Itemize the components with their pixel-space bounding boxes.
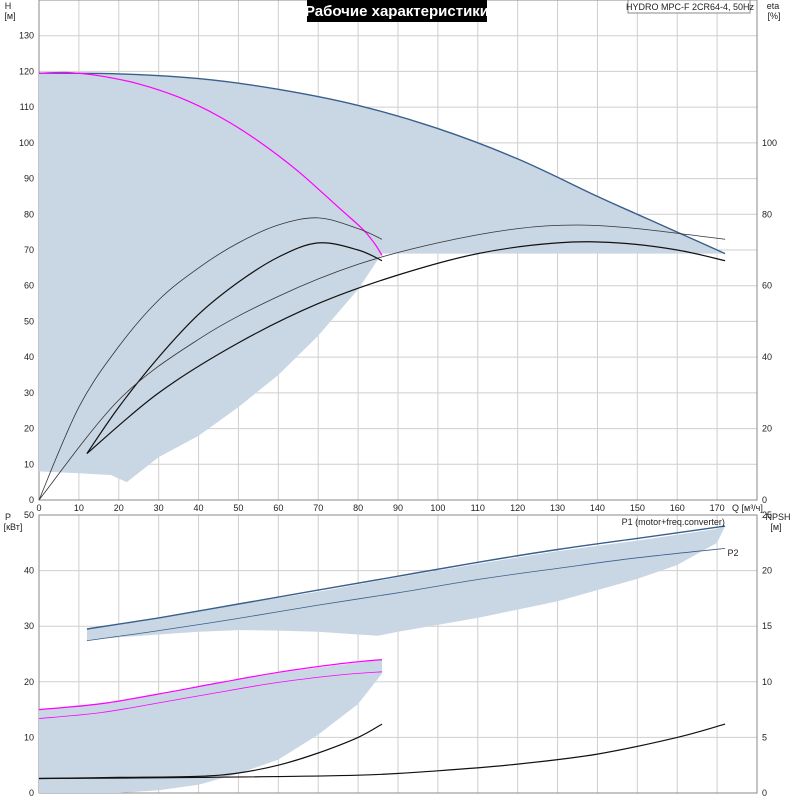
chart-title: Рабочие характеристики [305,3,489,20]
y-tick-head: 90 [24,174,34,184]
y-axis-label-npsh: NPSH [765,512,790,522]
y-tick-head: 30 [24,388,34,398]
series-npsh-1 [38,723,383,780]
y-tick-npsh: 20 [762,566,772,576]
y-tick-head: 60 [24,281,34,291]
y-tick-npsh: 10 [762,677,772,687]
model-label: HYDRO MPC-F 2CR64-4, 50Hz [626,2,755,12]
y-tick-power: 40 [24,566,34,576]
x-tick-q: 60 [273,503,283,513]
chart-title-box [307,0,487,22]
x-tick-q: 20 [114,503,124,513]
y-tick-npsh: 15 [762,621,772,631]
series-eta2-inner [86,241,726,455]
x-tick-q: 150 [630,503,645,513]
series-h-max [38,72,726,255]
x-tick-q: 130 [550,503,565,513]
x-tick-q: 160 [670,503,685,513]
x-tick-q: 170 [710,503,725,513]
y-axis-label-power: P [5,512,11,522]
y-tick-head: 40 [24,352,34,362]
series-p1-min-speed [38,659,383,711]
chart-content: 0102030405060708090100110120130020406080… [4,0,791,798]
power-envelope-area-1 [39,659,382,793]
y-axis-unit-npsh: [м] [770,522,781,532]
y-tick-head: 50 [24,316,34,326]
y-tick-head: 20 [24,424,34,434]
y-tick-head: 100 [19,138,34,148]
y-tick-head: 120 [19,66,34,76]
power-panel-frame [38,514,758,794]
y-tick-power: 30 [24,621,34,631]
series-h-min-speed [38,71,383,256]
y-tick-eta: 100 [762,138,777,148]
y-axis-unit-eta: [%] [767,11,780,21]
y-tick-head: 70 [24,245,34,255]
y-tick-head: 0 [29,495,34,505]
power-envelope-area-2 [86,526,726,641]
x-axis-label: Q [м³/ч] [732,503,763,513]
y-tick-eta: 20 [762,424,772,434]
model-label-box [627,0,751,14]
series-eta2-outer [38,224,726,501]
y-tick-power: 10 [24,732,34,742]
x-tick-q: 80 [353,503,363,513]
y-axis-unit-power: [кВт] [4,522,23,532]
x-tick-q: 0 [36,503,41,513]
x-tick-q: 120 [510,503,525,513]
x-tick-q: 40 [194,503,204,513]
y-tick-power: 50 [24,510,34,520]
y-tick-npsh: 25 [762,510,772,520]
y-tick-head: 80 [24,209,34,219]
y-axis-label-eta: eta [767,1,780,11]
y-tick-head: 130 [19,31,34,41]
y-tick-power: 20 [24,677,34,687]
x-tick-q: 140 [590,503,605,513]
x-tick-q: 90 [393,503,403,513]
x-tick-q: 10 [74,503,84,513]
y-tick-eta: 60 [762,281,772,291]
series-p1-motor-freq-converter- [86,525,726,630]
y-axis-unit-head: [м] [4,11,15,21]
series-p2 [86,548,726,642]
series-p2-min-speed [38,671,383,719]
x-tick-q: 50 [233,503,243,513]
y-tick-head: 110 [20,102,34,112]
series-eta1-outer [38,217,383,501]
y-tick-eta: 80 [762,209,772,219]
x-tick-q: 30 [154,503,164,513]
x-tick-q: 100 [430,503,445,513]
head-envelope-area [39,73,726,483]
y-axis-label-head: H [5,1,12,11]
y-tick-npsh: 5 [762,732,767,742]
y-tick-eta: 40 [762,352,772,362]
y-tick-eta: 0 [762,495,767,505]
y-tick-npsh: 0 [762,788,767,798]
x-tick-q: 70 [313,503,323,513]
y-tick-head: 10 [24,459,34,469]
series-npsh-2 [38,723,726,780]
series-label: P1 (motor+freq.converter) [622,517,725,527]
series-label: P2 [728,548,739,558]
x-tick-q: 110 [471,503,485,513]
series-eta1-inner [86,242,383,454]
y-tick-power: 0 [29,788,34,798]
